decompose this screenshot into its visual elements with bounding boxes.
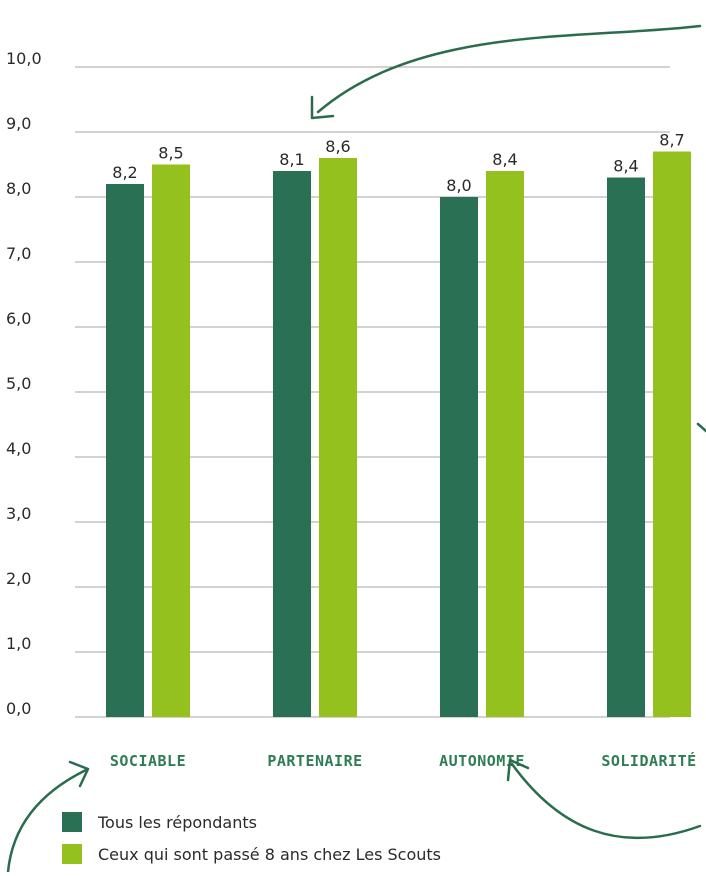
value-label: 8,2 — [112, 163, 137, 182]
bars — [106, 151, 691, 717]
bar-2-sociable — [152, 164, 190, 717]
arrowhead-left — [68, 760, 90, 788]
y-tick-label: 5,0 — [6, 374, 31, 393]
bar-2-autonomie — [486, 171, 524, 717]
legend: Tous les répondants Ceux qui sont passé … — [62, 812, 441, 876]
legend-label-series2: Ceux qui sont passé 8 ans chez Les Scout… — [98, 844, 442, 864]
arrow-curve-top — [316, 24, 702, 114]
y-axis-ticks: 0,0 1,0 2,0 3,0 4,0 5,0 6,0 7,0 8,0 9,0 10,0 — [6, 49, 42, 718]
arrow-curve-left — [6, 768, 88, 872]
category-label: AUTONOMIE — [439, 752, 525, 770]
bar-1-partenaire — [273, 171, 311, 717]
arrow-curve-bottom — [510, 762, 702, 840]
bar-2-solidarité — [653, 151, 691, 717]
y-tick-label: 1,0 — [6, 634, 31, 653]
arrowhead-bottom — [506, 758, 530, 782]
y-tick-label: 4,0 — [6, 439, 31, 458]
y-tick-label: 3,0 — [6, 504, 31, 523]
value-label: 8,4 — [613, 157, 638, 176]
category-label: SOCIABLE — [110, 752, 186, 770]
value-label: 8,5 — [158, 144, 183, 163]
value-labels: 8,2 8,5 8,1 8,6 8,0 8,4 8,4 8,7 — [112, 131, 684, 196]
bar-1-autonomie — [440, 197, 478, 717]
legend-swatch-series1 — [62, 812, 82, 832]
legend-swatch-series2 — [62, 844, 82, 864]
value-label: 8,6 — [325, 137, 350, 156]
category-label: SOLIDARITÉ — [601, 751, 696, 770]
legend-item-series2: Ceux qui sont passé 8 ans chez Les Scout… — [62, 844, 441, 864]
category-label: PARTENAIRE — [267, 752, 362, 770]
value-label: 8,4 — [492, 150, 517, 169]
value-label: 8,1 — [279, 150, 304, 169]
y-tick-label: 6,0 — [6, 309, 31, 328]
arrowhead-right — [696, 422, 706, 433]
arrowhead-top — [310, 95, 335, 120]
bar-1-sociable — [106, 184, 144, 717]
legend-label-series1: Tous les répondants — [98, 812, 257, 832]
y-tick-label: 10,0 — [6, 49, 42, 68]
bar-1-solidarité — [607, 177, 645, 717]
decorative-arrows — [6, 24, 706, 872]
y-tick-label: 9,0 — [6, 114, 31, 133]
y-tick-label: 8,0 — [6, 179, 31, 198]
category-labels: SOCIABLE PARTENAIRE AUTONOMIE SOLIDARITÉ — [110, 751, 696, 770]
y-tick-label: 2,0 — [6, 569, 31, 588]
y-tick-label: 0,0 — [6, 699, 31, 718]
value-label: 8,7 — [659, 131, 684, 150]
legend-item-series1: Tous les répondants — [62, 812, 441, 832]
y-tick-label: 7,0 — [6, 244, 31, 263]
bar-2-partenaire — [319, 158, 357, 717]
value-label: 8,0 — [446, 176, 471, 195]
